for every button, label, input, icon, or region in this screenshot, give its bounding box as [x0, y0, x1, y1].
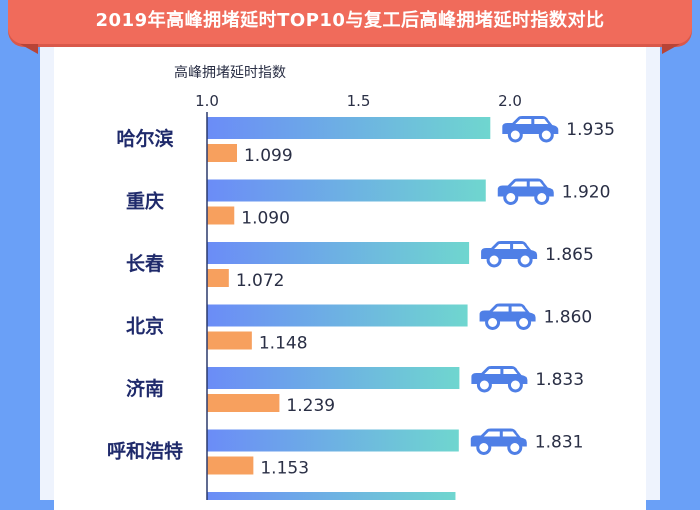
banner-fold-right — [662, 44, 680, 54]
bar-2019-partial — [207, 492, 456, 500]
value-label-after-resumption: 1.239 — [286, 396, 335, 416]
value-label-after-resumption: 1.153 — [260, 459, 309, 479]
car-icon — [502, 116, 559, 143]
car-icon — [470, 428, 527, 455]
axis-title: 高峰拥堵延时指数 — [174, 64, 286, 81]
bar-after-resumption — [207, 206, 235, 225]
title-banner — [8, 0, 692, 44]
value-label-2019: 1.920 — [562, 183, 611, 203]
bar-2019 — [207, 179, 486, 202]
chart-title: 2019年高峰拥堵延时TOP10与复工后高峰拥堵延时指数对比 — [95, 10, 605, 31]
bar-2019 — [207, 117, 491, 139]
value-label-2019: 1.831 — [535, 433, 584, 453]
value-label-after-resumption: 1.148 — [259, 334, 308, 354]
bar-2019 — [207, 429, 459, 452]
bar-2019 — [207, 242, 470, 264]
bar-after-resumption — [207, 394, 280, 412]
value-label-after-resumption: 1.090 — [241, 209, 290, 229]
value-label-2019: 1.860 — [544, 308, 593, 328]
bar-after-resumption — [207, 269, 229, 287]
tick-label: 1.0 — [195, 92, 219, 110]
category-label: 济南 — [126, 377, 164, 400]
tick-label: 1.5 — [347, 92, 371, 110]
bar-2019 — [207, 367, 460, 389]
category-label: 北京 — [126, 315, 164, 338]
value-label-after-resumption: 1.099 — [244, 146, 293, 166]
car-icon — [479, 303, 536, 330]
tick-label: 2.0 — [498, 92, 522, 110]
car-icon — [497, 178, 554, 205]
value-label-2019: 1.935 — [566, 120, 615, 140]
value-label-2019: 1.833 — [535, 370, 584, 390]
category-label: 重庆 — [126, 190, 164, 213]
bar-after-resumption — [207, 144, 237, 162]
bar-2019 — [207, 304, 468, 327]
category-label: 长春 — [126, 252, 164, 275]
value-label-2019: 1.865 — [545, 245, 594, 265]
category-label: 哈尔滨 — [116, 127, 173, 150]
car-icon — [481, 241, 538, 268]
bar-after-resumption — [207, 456, 254, 475]
bar-after-resumption — [207, 331, 252, 350]
car-icon — [471, 366, 528, 393]
banner-fold-left — [20, 44, 38, 54]
value-label-after-resumption: 1.072 — [236, 271, 285, 291]
category-label: 呼和浩特 — [107, 440, 183, 463]
